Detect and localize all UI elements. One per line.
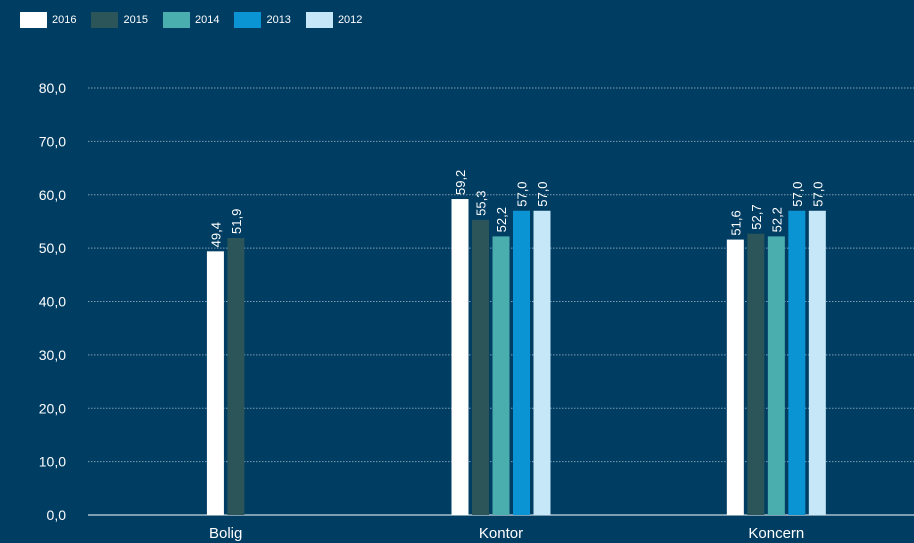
bar-2012-kontor [533,210,551,515]
bar-2014-koncern [767,236,785,515]
legend-swatch [234,12,262,28]
category-label: Koncern [748,525,804,542]
data-label: 52,2 [769,207,784,232]
data-label: 57,0 [810,181,825,206]
legend-swatch [91,12,119,28]
category-label: Bolig [209,525,242,542]
data-label: 57,0 [535,181,550,206]
legend-label: 2012 [337,14,363,26]
bar-2016-bolig [206,251,224,515]
y-tick-label: 50,0 [39,240,66,256]
data-label: 59,2 [453,170,468,195]
data-label: 51,9 [229,209,244,234]
data-label: 51,6 [728,210,743,235]
y-tick-label: 0,0 [47,507,67,523]
data-label: 49,4 [208,222,223,247]
bar-2016-koncern [726,239,744,515]
bar-2014-kontor [492,236,510,515]
legend-swatch [162,12,190,28]
y-tick-label: 80,0 [39,80,66,96]
y-tick-label: 70,0 [39,133,66,149]
data-label: 52,7 [749,204,764,229]
data-label: 57,0 [515,181,530,206]
legend-swatch [20,12,47,28]
legend-swatch [305,12,333,28]
legend-label: 2014 [194,14,220,26]
data-label: 57,0 [790,181,805,206]
data-label: 52,2 [494,207,509,232]
legend-label: 2016 [52,14,77,26]
category-label: Kontor [479,525,523,542]
legend-item-2013: 2013 [234,12,291,28]
legend-item-2016: 2016 [20,12,76,28]
data-label: 55,3 [474,191,489,216]
bar-2013-koncern [788,210,806,515]
y-tick-label: 60,0 [39,187,66,203]
bar-2015-koncern [747,233,765,515]
chart-legend: 2016 2015 2014 2013 2012 [20,11,362,29]
y-tick-label: 40,0 [39,294,66,310]
legend-label: 2013 [266,14,291,26]
y-tick-label: 10,0 [39,454,66,470]
legend-label: 2015 [123,14,148,26]
legend-item-2014: 2014 [162,12,220,28]
bar-2015-bolig [227,237,245,515]
y-tick-label: 20,0 [39,400,66,416]
legend-item-2015: 2015 [91,12,148,28]
bar-2016-kontor [451,199,469,515]
legend-item-2012: 2012 [305,12,363,28]
bar-2012-koncern [808,210,826,515]
y-tick-label: 30,0 [39,347,66,363]
bar-2013-kontor [513,210,530,515]
bar-2015-kontor [472,219,489,515]
